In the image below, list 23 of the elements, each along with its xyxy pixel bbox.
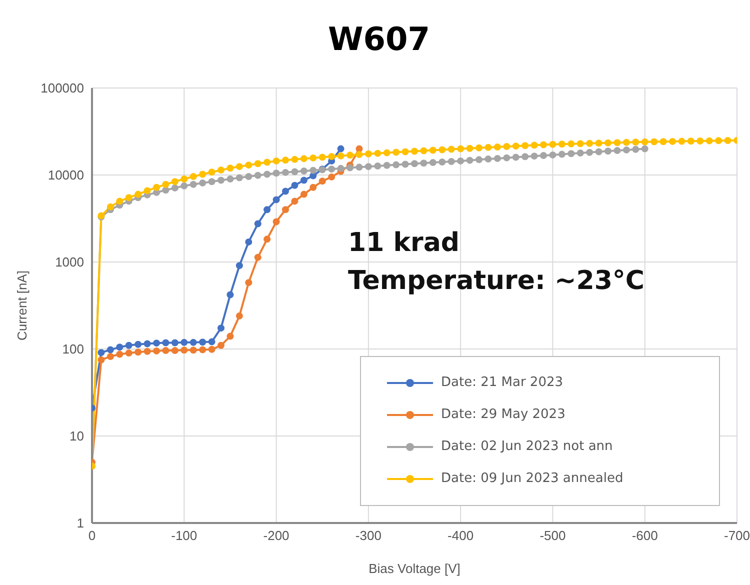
- x-tick-label: -500: [540, 528, 566, 544]
- annotation: 11 krad: [348, 228, 460, 258]
- x-axis-title: Bias Voltage [V]: [368, 561, 460, 576]
- x-tick-label: -200: [263, 528, 290, 544]
- legend-label: Date: 02 Jun 2023 not ann: [441, 438, 613, 456]
- x-tick-label: -600: [632, 528, 658, 544]
- legend-label: Date: 21 Mar 2023: [441, 374, 564, 392]
- legend-label: Date: 29 May 2023: [441, 406, 566, 424]
- y-tick-label: 100000: [40, 80, 84, 96]
- y-tick-label: 1000: [55, 254, 84, 270]
- x-tick-label: -300: [355, 528, 382, 544]
- y-tick-label: 1: [76, 516, 84, 531]
- y-tick-label: 100: [62, 342, 84, 357]
- chart-title: W607: [326, 20, 432, 58]
- y-tick-label: 10000: [48, 168, 84, 183]
- x-tick-label: 0: [88, 528, 96, 544]
- y-tick-label: 10: [70, 428, 84, 444]
- legend-label: Date: 09 Jun 2023 annealed: [441, 470, 624, 488]
- y-axis-title: Current [nA]: [14, 270, 30, 341]
- x-tick-label: -100: [171, 528, 198, 544]
- x-tick-label: -400: [448, 528, 474, 544]
- annotation: Temperature: ~23°C: [348, 266, 645, 296]
- x-tick-label: -700: [724, 528, 750, 544]
